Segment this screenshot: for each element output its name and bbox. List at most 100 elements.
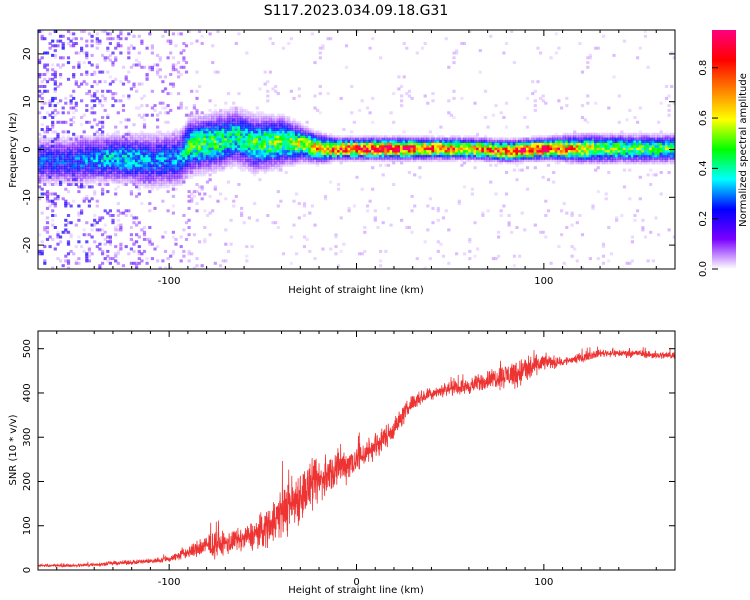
heatmap-cell [583,137,587,141]
heatmap-cell [426,154,430,158]
heatmap-cell [114,154,118,158]
heatmap-cell [174,237,178,241]
heatmap-cell [420,154,425,158]
heatmap-cell [72,73,76,76]
heatmap-cell [400,161,404,165]
heatmap-cell [308,139,312,143]
heatmap-cell [266,123,270,127]
heatmap-cell [132,183,136,186]
heatmap-cell [400,137,404,141]
heatmap-cell [478,156,482,160]
heatmap-cell [211,111,215,115]
heatmap-cell [444,137,448,141]
heatmap-cell [74,178,78,182]
heatmap-cell [373,156,377,160]
heatmap-cell [255,151,259,155]
heatmap-cell [494,163,498,167]
heatmap-cell [203,154,207,158]
heatmap-cell [56,39,60,43]
heatmap-cell [573,137,577,141]
heatmap-cell [64,173,68,177]
heatmap-cell [129,192,133,196]
heatmap-cell [410,137,414,141]
heatmap-cell [198,159,202,163]
heatmap-cell [455,159,459,163]
heatmap-cell [266,166,270,170]
heatmap-cell [289,125,293,129]
heatmap-cell [121,178,126,182]
heatmap-cell [219,161,223,165]
heatmap-cell [116,252,120,256]
heatmap-cell [617,156,621,160]
heatmap-cell [213,142,217,146]
heatmap-cell [72,183,76,186]
heatmap-cell [622,185,627,189]
heatmap-cell [507,151,511,155]
heatmap-cell [570,154,574,158]
heatmap-cell [452,154,456,158]
heatmap-cell [368,159,372,163]
heatmap-cell [85,175,89,179]
heatmap-cell [622,147,627,151]
heatmap-cell [407,154,411,158]
heatmap-cell [182,135,186,139]
heatmap-cell [59,39,63,43]
heatmap-cell [43,149,47,153]
heatmap-cell [124,37,128,41]
heatmap-cell [179,144,183,148]
heatmap-cell [478,147,482,151]
heatmap-cell [473,221,477,225]
heatmap-cell [266,163,270,167]
heatmap-cell [580,154,585,158]
heatmap-cell [310,128,314,131]
heatmap-cell [392,147,396,151]
heatmap-cell [203,130,207,134]
heatmap-cell [156,173,160,177]
heatmap-cell [108,89,112,93]
heatmap-cell [101,104,105,108]
heatmap-cell [276,166,280,170]
heatmap-cell [386,156,391,160]
heatmap-cell [365,149,370,153]
heatmap-cell [45,192,50,196]
heatmap-cell [305,120,309,124]
heatmap-cell [337,139,341,143]
heatmap-cell [481,144,485,148]
heatmap-cell [263,82,267,86]
heatmap-cell [436,151,440,155]
heatmap-cell [216,139,220,143]
heatmap-cell [447,147,451,151]
heatmap-cell [502,159,506,163]
heatmap-cell [161,89,165,93]
heatmap-cell [106,149,110,153]
heatmap-cell [350,139,354,143]
heatmap-cell [129,142,133,146]
heatmap-cell [240,132,244,136]
heatmap-cell [245,116,249,119]
heatmap-cell [56,156,60,160]
heatmap-cell [182,139,186,143]
heatmap-cell [334,156,338,160]
heatmap-cell [187,156,191,160]
heatmap-cell [59,259,63,263]
heatmap-cell [462,42,467,45]
heatmap-cell [116,99,120,103]
heatmap-cell [219,132,223,136]
heatmap-cell [142,180,147,184]
heatmap-cell [250,130,254,134]
heatmap-cell [229,156,233,160]
heatmap-cell [271,142,275,146]
heatmap-cell [596,46,600,50]
heatmap-cell [51,142,55,146]
heatmap-cell [347,154,351,158]
heatmap-cell [261,111,265,115]
heatmap-cell [263,132,267,136]
heatmap-cell [617,139,621,143]
heatmap-cell [331,137,335,141]
heatmap-cell [106,46,110,50]
heatmap-cell [116,111,120,115]
heatmap-cell [182,58,186,62]
heatmap-cell [184,137,189,141]
heatmap-cell [502,137,506,141]
heatmap-cell [263,130,267,134]
